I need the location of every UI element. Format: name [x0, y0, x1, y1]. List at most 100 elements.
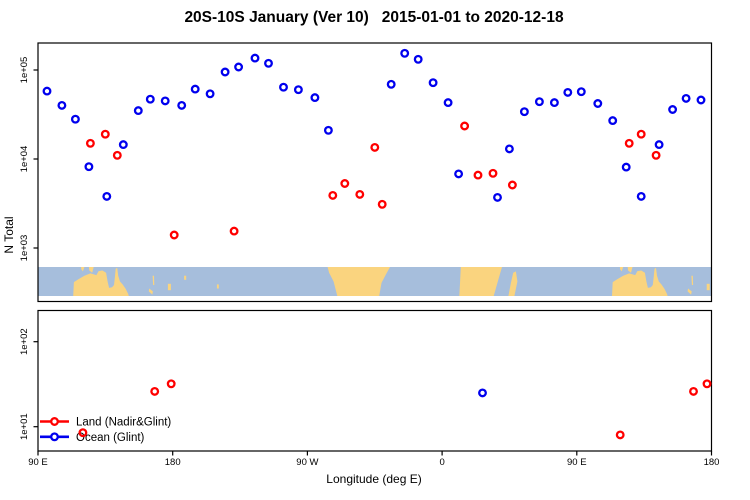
data-point-ocean — [234, 62, 244, 72]
data-point-land — [636, 129, 646, 139]
data-point-ocean — [386, 79, 396, 89]
data-point-ocean — [413, 54, 423, 64]
data-point-ocean — [177, 100, 187, 110]
land-vanuatu — [152, 275, 155, 285]
x-tick-label: 90 E — [567, 457, 587, 468]
data-point-ocean — [57, 100, 67, 110]
x-tick-label: 90 E — [28, 457, 48, 468]
x-tick-label: 90 W — [296, 457, 318, 468]
land-south-america — [327, 267, 390, 296]
data-point-ocean — [250, 53, 260, 63]
data-point-ocean — [205, 89, 215, 99]
data-point-land — [150, 386, 160, 396]
land-fiji — [167, 283, 171, 291]
data-point-ocean — [102, 191, 112, 201]
data-point-ocean — [42, 86, 52, 96]
x-tick-label: 180 — [704, 457, 720, 468]
data-point-ocean — [145, 94, 155, 104]
y-tick-label: 1e+04 — [19, 146, 30, 173]
land-new-caledonia — [148, 288, 153, 295]
points-upper-panel — [42, 48, 706, 240]
land-sumba — [619, 267, 624, 272]
data-point-land — [169, 230, 179, 240]
land-new-caledonia — [687, 288, 692, 295]
y-tick-label: 1e+03 — [19, 235, 30, 262]
data-point-ocean — [681, 93, 691, 103]
points-lower-panel — [78, 379, 712, 440]
data-point-ocean — [264, 58, 273, 68]
land-madagascar — [508, 271, 518, 296]
data-point-land — [166, 379, 176, 389]
data-point-ocean — [190, 84, 200, 94]
data-point-land — [328, 190, 338, 200]
data-point-ocean — [133, 106, 143, 116]
data-point-ocean — [608, 116, 618, 126]
data-point-land — [370, 142, 380, 152]
data-point-land — [78, 428, 88, 438]
data-point-land — [507, 180, 517, 190]
land-samoa — [184, 275, 187, 280]
chart-title: 20S-10S January (Ver 10) 2015-01-01 to 2… — [184, 9, 564, 26]
data-point-land — [340, 179, 350, 188]
data-point-ocean — [443, 98, 453, 108]
data-point-ocean — [593, 99, 603, 108]
x-axis-title: Longitude (deg E) — [326, 472, 422, 486]
legend-label: Ocean (Glint) — [76, 432, 145, 444]
data-point-ocean — [493, 192, 502, 202]
data-point-ocean — [504, 144, 514, 154]
data-point-ocean — [696, 95, 706, 105]
data-point-ocean — [70, 114, 80, 124]
land-sumba — [81, 267, 85, 272]
land-society-islands — [216, 284, 219, 289]
data-point-land — [100, 129, 110, 139]
data-point-land — [689, 386, 698, 396]
y-tick-label: 1e+05 — [19, 57, 30, 84]
lower-panel-box — [37, 309, 713, 452]
data-point-ocean — [310, 93, 320, 103]
data-point-ocean — [454, 169, 464, 179]
data-point-land — [473, 170, 483, 180]
y-tick-label: 1e+01 — [19, 413, 30, 440]
data-point-land — [229, 226, 239, 236]
data-point-ocean — [220, 67, 230, 77]
data-point-ocean — [534, 97, 544, 107]
data-point-land — [355, 189, 365, 199]
data-point-ocean — [160, 96, 170, 106]
land-timor — [627, 267, 633, 273]
data-point-ocean — [654, 140, 664, 150]
data-point-ocean — [323, 125, 333, 135]
land-africa — [459, 267, 502, 296]
upper-panel-box — [37, 42, 713, 303]
data-point-ocean — [118, 140, 128, 150]
data-point-ocean — [519, 107, 529, 117]
data-point-ocean — [428, 78, 438, 88]
land-timor — [88, 267, 94, 273]
land-fiji — [706, 283, 710, 291]
data-point-land — [460, 121, 470, 131]
data-point-land — [488, 168, 498, 178]
data-point-ocean — [549, 98, 559, 108]
map-strip — [38, 267, 712, 296]
data-point-ocean — [576, 87, 586, 97]
data-point-land — [615, 430, 625, 440]
data-point-land — [85, 138, 95, 148]
data-point-ocean — [84, 162, 94, 172]
data-point-ocean — [668, 105, 678, 114]
legend-marker — [50, 417, 59, 426]
x-tick-label: 0 — [439, 457, 444, 468]
data-point-land — [377, 199, 387, 209]
data-point-ocean — [621, 162, 631, 172]
data-point-ocean — [400, 48, 410, 58]
data-point-land — [651, 150, 661, 160]
legend-marker — [50, 432, 59, 442]
land-vanuatu — [691, 275, 694, 285]
data-point-ocean — [478, 388, 487, 398]
data-point-ocean — [563, 87, 573, 97]
y-tick-label: 1e+02 — [19, 328, 30, 355]
data-point-ocean — [293, 85, 303, 95]
x-tick-label: 180 — [165, 457, 181, 468]
legend: Land (Nadir&Glint) Ocean (Glint) — [40, 417, 171, 444]
data-point-ocean — [279, 82, 288, 92]
